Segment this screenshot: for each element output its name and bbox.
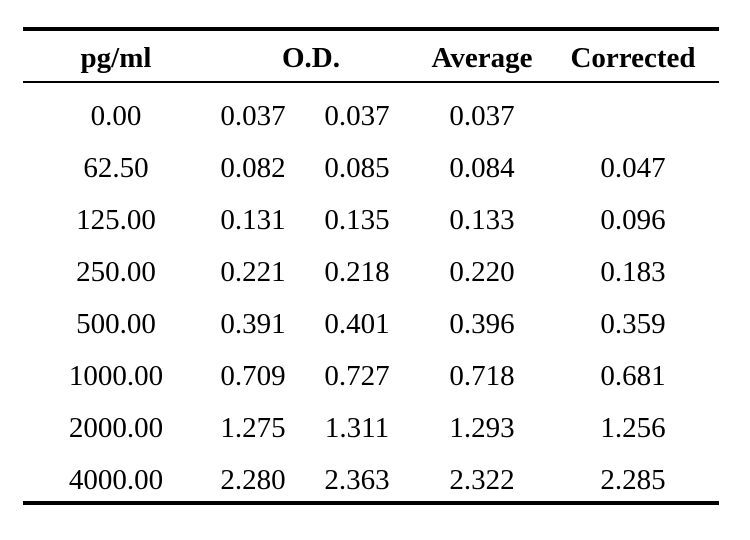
od-reading-1-cell: 0.709	[220, 360, 286, 392]
od-reading-1-cell: 0.082	[220, 152, 286, 184]
corrected-cell: 0.183	[600, 256, 666, 288]
od-reading-2-cell: 2.363	[324, 464, 390, 496]
od-reading-2-cell: 0.085	[324, 152, 390, 184]
concentration-cell: 0.00	[90, 100, 142, 132]
corrected-cell: 0.359	[600, 308, 666, 340]
corrected-cell: 0.096	[600, 204, 666, 236]
bottom-rule	[23, 501, 719, 505]
concentration-cell: 500.00	[76, 308, 156, 340]
average-cell: 0.133	[449, 204, 515, 236]
concentration-cell: 62.50	[83, 152, 149, 184]
od-reading-1-cell: 2.280	[220, 464, 286, 496]
average-cell: 0.718	[449, 360, 515, 392]
average-cell: 0.396	[449, 308, 515, 340]
concentration-cell: 250.00	[76, 256, 156, 288]
table-row: 125.00 0.131 0.135 0.133 0.096	[23, 200, 719, 240]
corrected-cell: 0.681	[600, 360, 666, 392]
od-reading-1-cell: 0.131	[220, 204, 286, 236]
top-rule	[23, 27, 719, 31]
corrected-cell: 2.285	[600, 464, 666, 496]
concentration-cell: 4000.00	[68, 464, 164, 496]
header-rule	[23, 81, 719, 83]
table-row: 0.00 0.037 0.037 0.037	[23, 96, 719, 136]
table-row: 1000.00 0.709 0.727 0.718 0.681	[23, 356, 719, 396]
average-cell: 0.037	[449, 100, 515, 132]
average-cell: 1.293	[449, 412, 515, 444]
average-cell: 0.084	[449, 152, 515, 184]
od-reading-1-cell: 0.391	[220, 308, 286, 340]
od-reading-2-cell: 0.401	[324, 308, 390, 340]
od-reading-1-cell: 0.221	[220, 256, 286, 288]
corrected-cell: 0.047	[600, 152, 666, 184]
header-pg-ml: pg/ml	[80, 42, 152, 74]
corrected-cell: 1.256	[600, 412, 666, 444]
od-reading-2-cell: 0.135	[324, 204, 390, 236]
od-reading-2-cell: 0.727	[324, 360, 390, 392]
average-cell: 0.220	[449, 256, 515, 288]
od-reading-2-cell: 0.218	[324, 256, 390, 288]
concentration-cell: 1000.00	[68, 360, 164, 392]
od-reading-2-cell: 0.037	[324, 100, 390, 132]
table-row: 2000.00 1.275 1.311 1.293 1.256	[23, 408, 719, 448]
table-row: 4000.00 2.280 2.363 2.322 2.285	[23, 460, 719, 500]
header-average: Average	[431, 42, 533, 74]
standard-curve-table: pg/ml O.D. Average Corrected 0.00 0.037 0.…	[23, 27, 719, 507]
header-corrected: Corrected	[570, 42, 696, 74]
concentration-cell: 125.00	[76, 204, 156, 236]
table-row: 62.50 0.082 0.085 0.084 0.047	[23, 148, 719, 188]
header-od: O.D.	[282, 42, 340, 74]
average-cell: 2.322	[449, 464, 515, 496]
table-row: 500.00 0.391 0.401 0.396 0.359	[23, 304, 719, 344]
od-reading-2-cell: 1.311	[324, 412, 390, 444]
od-reading-1-cell: 1.275	[220, 412, 286, 444]
table-row: 250.00 0.221 0.218 0.220 0.183	[23, 252, 719, 292]
od-reading-1-cell: 0.037	[220, 100, 286, 132]
concentration-cell: 2000.00	[68, 412, 164, 444]
